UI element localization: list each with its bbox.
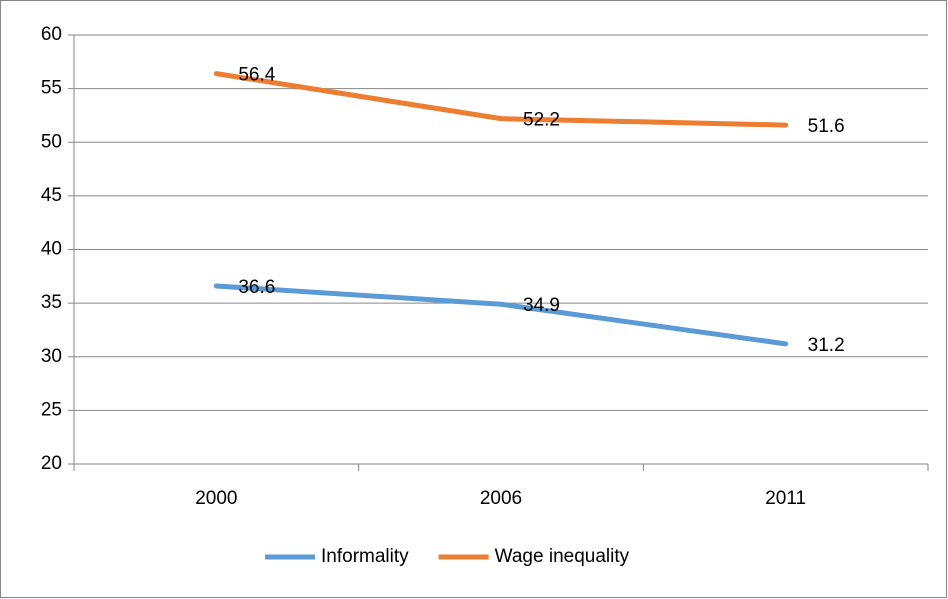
series-line (213, 283, 789, 347)
y-tick-label: 25 (41, 399, 62, 420)
x-tick-label: 2006 (480, 488, 522, 509)
x-tick-label: 2000 (195, 488, 237, 509)
y-tick-label: 35 (41, 292, 62, 313)
y-tick-label: 50 (41, 131, 62, 152)
y-tick-label: 20 (41, 453, 62, 474)
y-tick-label: 30 (41, 346, 62, 367)
legend-label: Informality (321, 546, 409, 567)
y-tick-label: 60 (41, 24, 62, 45)
data-label: 34.9 (523, 295, 560, 316)
y-tick-label: 55 (41, 78, 62, 99)
data-label: 51.6 (808, 116, 845, 137)
data-label: 31.2 (808, 335, 845, 356)
y-tick-label: 40 (41, 239, 62, 260)
data-label: 52.2 (523, 110, 560, 131)
data-label: 56.4 (238, 65, 275, 86)
data-label: 36.6 (238, 277, 275, 298)
x-tick-label: 2011 (765, 488, 806, 509)
legend-label: Wage inequality (495, 546, 630, 567)
y-tick-label: 45 (41, 185, 62, 206)
series-line (213, 71, 789, 128)
